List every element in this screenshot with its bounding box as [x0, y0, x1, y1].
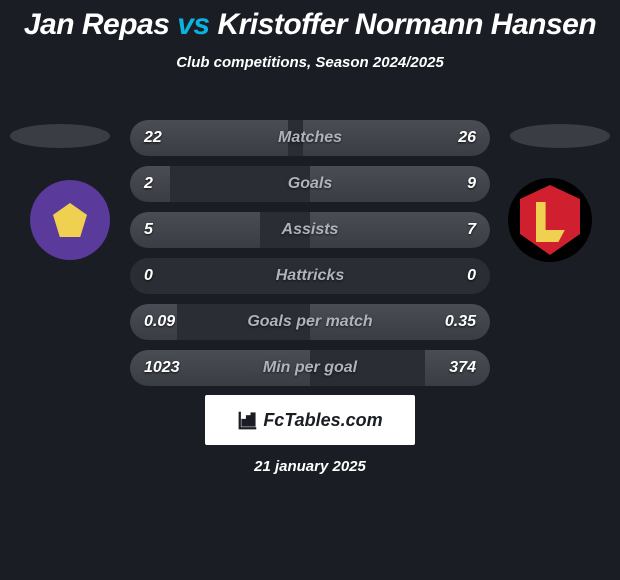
brand-box: FcTables.com	[205, 395, 415, 445]
stats-container: 22 Matches 26 2 Goals 9 5 Assists 7 0 Ha…	[130, 120, 490, 396]
stat-row: 2 Goals 9	[130, 166, 490, 202]
stat-row: 0 Hattricks 0	[130, 258, 490, 294]
vs-separator: vs	[177, 8, 209, 41]
club-badge-left	[22, 172, 118, 268]
stat-label: Assists	[130, 212, 490, 248]
stat-value-right: 374	[449, 350, 476, 386]
stat-row: 5 Assists 7	[130, 212, 490, 248]
date-text: 21 january 2025	[0, 458, 620, 475]
stat-label: Hattricks	[130, 258, 490, 294]
stat-value-right: 7	[467, 212, 476, 248]
stat-value-right: 0	[467, 258, 476, 294]
comparison-title: Jan Repas vs Kristoffer Normann Hansen	[0, 0, 620, 42]
subtitle: Club competitions, Season 2024/2025	[0, 54, 620, 71]
stat-label: Goals	[130, 166, 490, 202]
stat-row: 1023 Min per goal 374	[130, 350, 490, 386]
brand-text: FcTables.com	[263, 410, 382, 431]
chart-icon	[237, 409, 259, 431]
stat-label: Matches	[130, 120, 490, 156]
club-badge-right-icon	[508, 178, 592, 262]
stat-label: Goals per match	[130, 304, 490, 340]
stat-value-right: 9	[467, 166, 476, 202]
player-left-name: Jan Repas	[24, 8, 170, 41]
stat-row: 0.09 Goals per match 0.35	[130, 304, 490, 340]
club-badge-right	[502, 172, 598, 268]
player-right-name: Kristoffer Normann Hansen	[217, 8, 596, 41]
club-platform-left	[10, 124, 110, 148]
club-platform-right	[510, 124, 610, 148]
stat-value-right: 26	[458, 120, 476, 156]
club-badge-left-icon	[30, 180, 110, 260]
stat-row: 22 Matches 26	[130, 120, 490, 156]
stat-label: Min per goal	[130, 350, 490, 386]
stat-value-right: 0.35	[445, 304, 476, 340]
